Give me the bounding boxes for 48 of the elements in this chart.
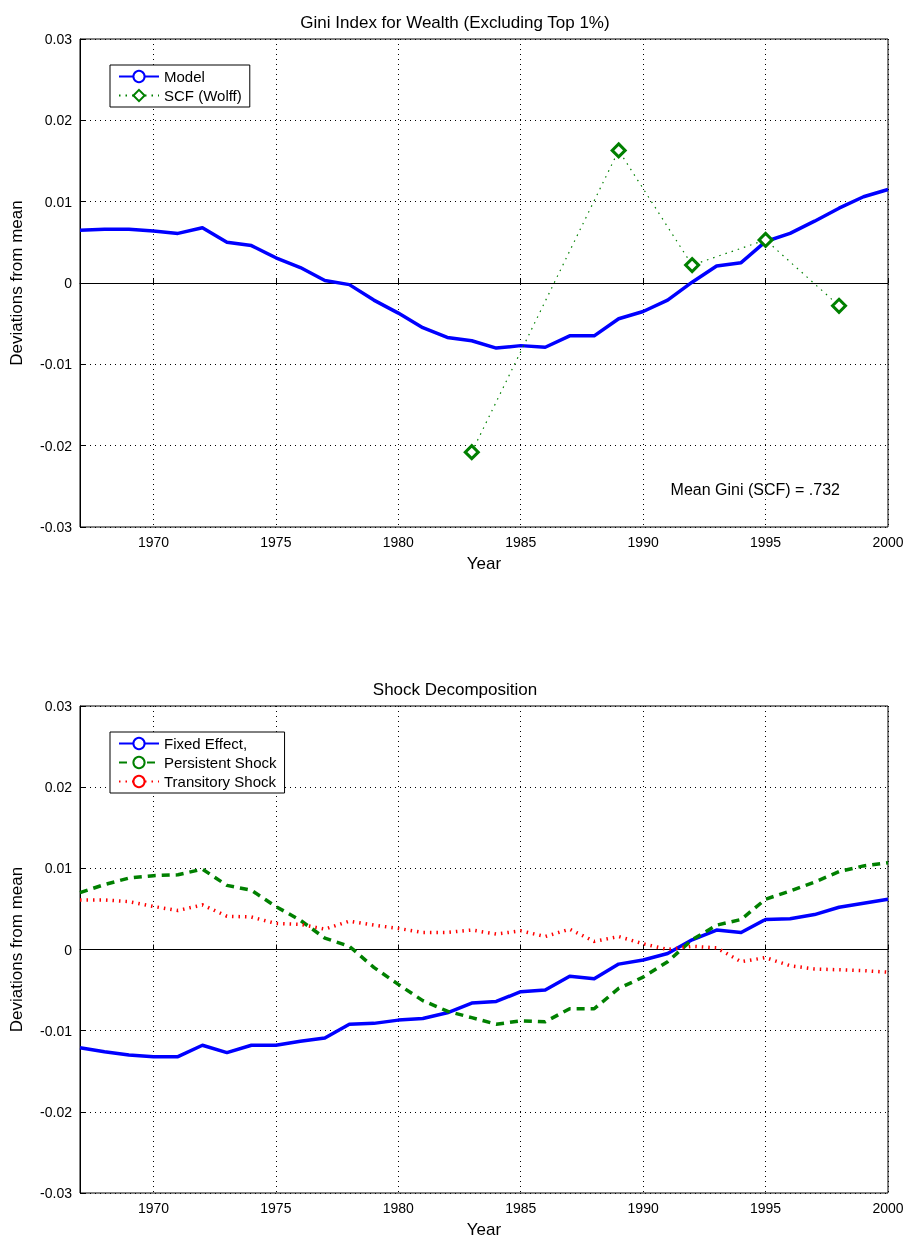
x-axis-title: Year — [466, 554, 502, 573]
line-series — [78, 860, 890, 1026]
legend-label: Fixed Effect, — [164, 735, 248, 752]
x-axis-title: Year — [466, 1220, 502, 1239]
y-tick-label: 0.02 — [44, 112, 73, 129]
y-tick-label: -0.03 — [40, 1185, 73, 1201]
y-tick-label: -0.01 — [40, 1022, 73, 1039]
x-tick-label: 1970 — [137, 534, 170, 550]
y-tick-label: -0.01 — [40, 356, 73, 373]
line-series — [78, 897, 890, 1059]
x-tick-label: 1985 — [505, 1200, 537, 1216]
x-tick-label: 1995 — [750, 1200, 782, 1216]
point — [463, 444, 480, 461]
y-tick-label: 0.01 — [44, 860, 73, 877]
chart-title: Shock Decomposition — [372, 680, 538, 699]
annotation: Mean Gini (SCF) = .732 — [670, 480, 841, 498]
y-tick-label: 0 — [64, 941, 73, 958]
legend-label: Model — [164, 68, 205, 85]
x-tick-label: 1995 — [750, 534, 782, 550]
x-tick-label: 2000 — [872, 1200, 904, 1216]
point — [610, 142, 627, 159]
line-series — [78, 187, 890, 350]
point — [684, 257, 701, 274]
y-tick-label: 0.03 — [44, 31, 73, 47]
x-tick-label: 1975 — [260, 1200, 292, 1216]
x-tick-label: 1990 — [627, 534, 659, 550]
x-tick-label: 1990 — [627, 1200, 659, 1216]
y-tick-label: 0.01 — [44, 193, 73, 210]
y-tick-label: 0 — [64, 275, 73, 291]
y-axis-title: Deviations from mean — [7, 866, 26, 1033]
x-tick-label: 1985 — [505, 534, 537, 550]
point — [757, 231, 774, 248]
point — [831, 297, 848, 314]
y-tick-label: 0.03 — [44, 698, 73, 714]
chart-title: Gini Index for Wealth (Excluding Top 1%) — [300, 13, 610, 32]
x-tick-label: 1980 — [382, 1200, 415, 1216]
y-tick-label: -0.02 — [40, 1103, 73, 1120]
y-tick-label: 0.02 — [44, 779, 73, 796]
legend-label: SCF (Wolff) — [164, 87, 242, 104]
x-tick-label: 1975 — [260, 534, 292, 550]
y-tick-label: -0.03 — [40, 519, 73, 535]
legend-label: Transitory Shock — [164, 773, 277, 790]
x-tick-label: 1970 — [137, 1200, 170, 1216]
y-axis-title: Deviations from mean — [7, 200, 26, 366]
y-tick-label: -0.02 — [40, 437, 73, 454]
x-tick-label: 2000 — [872, 534, 904, 550]
x-tick-label: 1980 — [382, 534, 415, 550]
legend-label: Persistent Shock — [164, 754, 278, 771]
